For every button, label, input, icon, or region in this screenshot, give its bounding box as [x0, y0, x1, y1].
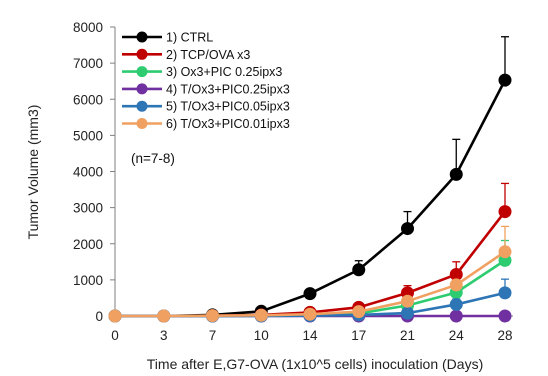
- legend-swatch-marker: [136, 118, 148, 129]
- y-tick-label: 1000: [73, 273, 103, 288]
- data-point: [157, 309, 171, 323]
- y-tick-label: 7000: [73, 56, 103, 71]
- y-tick-label: 6000: [73, 92, 103, 107]
- data-point: [401, 222, 414, 236]
- data-point: [401, 306, 414, 320]
- y-tick-label: 8000: [73, 20, 103, 35]
- data-point: [498, 73, 512, 87]
- x-tick-label: 21: [400, 328, 415, 343]
- y-tick-label: 0: [95, 309, 103, 324]
- data-point: [449, 167, 463, 181]
- data-point: [303, 307, 317, 321]
- data-point: [498, 205, 512, 219]
- y-tick-label: 2000: [73, 237, 103, 252]
- y-tick-label: 5000: [73, 128, 103, 143]
- x-tick-label: 7: [209, 328, 217, 343]
- y-tick-label: 3000: [73, 201, 103, 216]
- x-tick-label: 14: [302, 328, 318, 343]
- legend-swatch-marker: [136, 100, 148, 112]
- legend-label: 6) T/Ox3+PIC0.01ipx3: [166, 117, 290, 131]
- data-point: [498, 309, 512, 323]
- legend-label: 4) T/Ox3+PIC0.25ipx3: [166, 82, 290, 96]
- data-point: [498, 245, 512, 259]
- data-point: [449, 297, 463, 311]
- data-point: [352, 263, 366, 277]
- legend: 1) CTRL 2) TCP/OVA x3 3) Ox3+PIC 0.25ipx3 4…: [122, 31, 290, 131]
- legend-label: 2) TCP/OVA x3: [166, 48, 250, 62]
- x-tick-label: 28: [497, 328, 512, 343]
- data-point: [254, 308, 268, 322]
- data-point: [401, 294, 414, 308]
- data-point: [449, 278, 463, 292]
- legend-label: 3) Ox3+PIC 0.25ipx3: [166, 65, 282, 79]
- legend-swatch-marker: [136, 66, 148, 78]
- y-axis-title: Tumor Volume (mm3): [25, 105, 41, 240]
- sample-size-annotation: (n=7-8): [131, 151, 175, 166]
- legend-swatch-marker: [136, 83, 148, 95]
- y-tick-label: 4000: [73, 165, 103, 180]
- x-axis-title: Time after E,G7-OVA (1x10^5 cells) inocu…: [147, 356, 483, 372]
- data-point: [303, 287, 317, 301]
- x-tick-label: 10: [254, 328, 269, 343]
- x-tick-label: 0: [111, 328, 119, 343]
- legend-label: 1) CTRL: [166, 31, 213, 45]
- x-tick-label: 24: [449, 328, 465, 343]
- axes-layer: 0 1000 2000 3000 4000 5000 6000 7000 8000 0 3 7 10 14…: [73, 20, 513, 343]
- legend-swatch-marker: [136, 31, 148, 43]
- legend-swatch-marker: [136, 48, 148, 60]
- data-point: [352, 305, 366, 319]
- legend-label: 5) T/Ox3+PIC0.05ipx3: [166, 100, 290, 114]
- data-point: [206, 309, 219, 323]
- data-point: [498, 286, 512, 300]
- series-layer: [108, 73, 512, 323]
- data-point: [108, 309, 122, 323]
- data-point: [449, 309, 463, 323]
- x-tick-label: 3: [160, 328, 168, 343]
- x-tick-label: 17: [351, 328, 366, 343]
